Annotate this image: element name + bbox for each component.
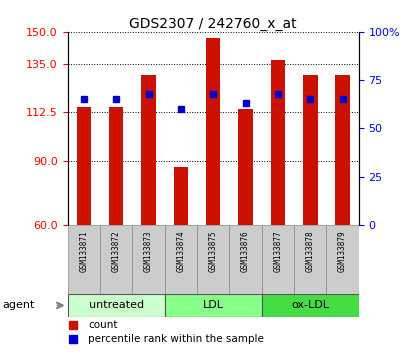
Text: count: count (88, 320, 117, 330)
Text: GSM133876: GSM133876 (240, 230, 249, 272)
Text: GSM133871: GSM133871 (79, 230, 88, 272)
Bar (238, 109, 252, 225)
Bar (261, 225, 293, 294)
Text: GSM133875: GSM133875 (208, 230, 217, 272)
Bar (205, 38, 220, 225)
Text: GSM133878: GSM133878 (305, 230, 314, 272)
Text: GSM133872: GSM133872 (111, 230, 120, 272)
Bar (229, 225, 261, 294)
Text: percentile rank within the sample: percentile rank within the sample (88, 334, 263, 344)
Bar (293, 225, 326, 294)
Text: ox-LDL: ox-LDL (290, 301, 328, 310)
Bar (67, 225, 100, 294)
Bar (326, 225, 358, 294)
Bar (197, 225, 229, 294)
Text: GSM133877: GSM133877 (273, 230, 282, 272)
Bar (100, 225, 132, 294)
Bar (132, 225, 164, 294)
Bar (270, 60, 285, 225)
Text: LDL: LDL (202, 301, 223, 310)
Text: untreated: untreated (88, 301, 144, 310)
Bar (141, 75, 155, 225)
Bar (76, 107, 91, 225)
Text: GSM133873: GSM133873 (144, 230, 153, 272)
Bar (164, 294, 261, 317)
Bar (67, 294, 164, 317)
Text: GSM133874: GSM133874 (176, 230, 185, 272)
Bar (109, 107, 123, 225)
Bar (335, 75, 349, 225)
Bar (261, 294, 358, 317)
Bar (164, 225, 197, 294)
Text: GSM133879: GSM133879 (337, 230, 346, 272)
Title: GDS2307 / 242760_x_at: GDS2307 / 242760_x_at (129, 17, 296, 31)
Bar (173, 167, 188, 225)
Bar (302, 75, 317, 225)
Text: agent: agent (2, 301, 34, 310)
